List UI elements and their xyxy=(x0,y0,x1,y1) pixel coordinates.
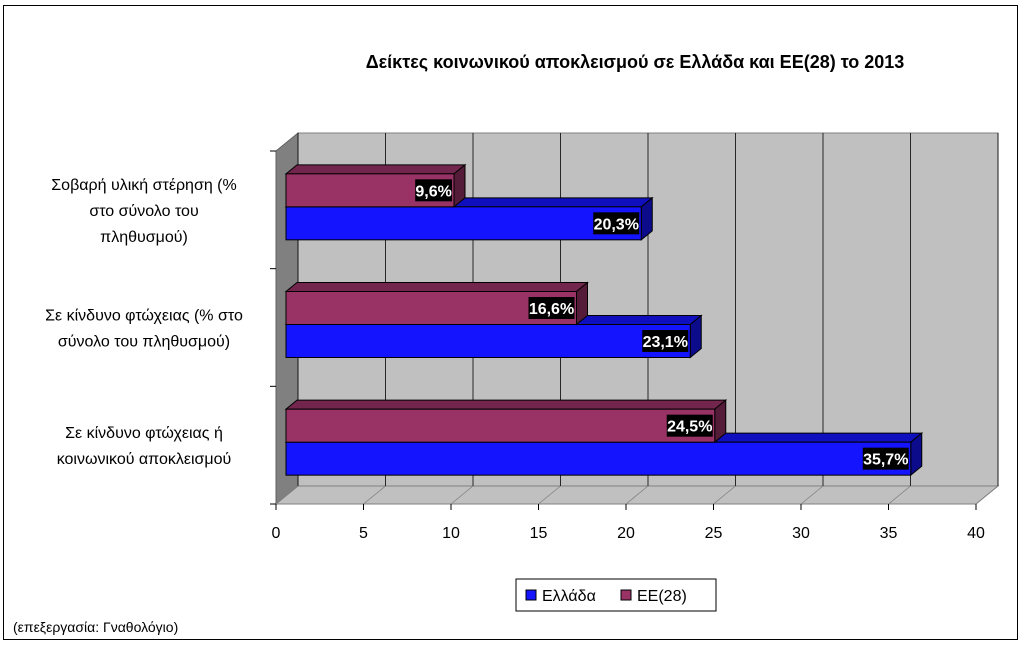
bar-front-face xyxy=(285,206,642,241)
data-label-bg xyxy=(666,414,713,437)
legend-box xyxy=(515,578,717,612)
bar-top-face xyxy=(284,399,728,410)
data-label-bg xyxy=(593,212,640,235)
floor-gridline xyxy=(975,485,999,505)
bar-eu28-2: 24,5% xyxy=(284,399,728,444)
bar-front-face xyxy=(285,291,577,325)
x-tick-label: 15 xyxy=(530,525,548,542)
data-label: 23,1% xyxy=(643,334,688,351)
bar-front-face xyxy=(285,441,912,476)
category-label: σύνολο του πληθυσμού) xyxy=(58,334,230,351)
data-label-bg xyxy=(415,179,452,202)
floor-gridline xyxy=(800,485,824,505)
bar-front-face xyxy=(285,324,691,358)
bar-front-face xyxy=(285,408,716,443)
category-label: πληθυσμού) xyxy=(100,229,188,246)
category-label: Σε κίνδυνο φτώχειας ή xyxy=(65,425,223,442)
bar-top-face xyxy=(284,282,589,292)
legend-label: Ελλάδα xyxy=(542,588,596,605)
chart-title: Δείκτες κοινωνικού αποκλεισμού σε Ελλάδα… xyxy=(366,52,905,72)
x-tick-label: 30 xyxy=(792,525,810,542)
floor-gridline xyxy=(450,485,474,505)
data-label-bg xyxy=(528,297,575,319)
floor-gridline xyxy=(275,485,299,505)
floor-gridline xyxy=(713,485,736,505)
bar-eu28-1: 16,6% xyxy=(284,281,589,326)
x-tick-label: 10 xyxy=(442,525,460,542)
bar-chart: Δείκτες κοινωνικού αποκλεισμού σε Ελλάδα… xyxy=(13,52,1000,635)
x-tick-label: 0 xyxy=(272,525,281,542)
legend-swatch xyxy=(525,589,537,601)
source-note: (επεξεργασία: Γναθολόγιο) xyxy=(13,619,178,635)
legend-label: ΕΕ(28) xyxy=(637,588,687,605)
bar-eu28-0: 9,6% xyxy=(284,163,467,208)
floor-gridline xyxy=(363,485,386,505)
category-label: Σε κίνδυνο φτώχειας (% στο xyxy=(45,308,243,325)
data-label: 9,6% xyxy=(415,183,451,200)
bar-top-face xyxy=(284,164,467,175)
legend-swatch xyxy=(620,589,632,601)
floor-gridline xyxy=(625,485,649,505)
data-label: 20,3% xyxy=(594,216,639,233)
floor-gridline xyxy=(888,485,911,505)
category-label: κοινωνικού αποκλεισμού xyxy=(57,451,232,468)
x-tick-label: 40 xyxy=(967,525,985,542)
x-tick-label: 25 xyxy=(705,525,723,542)
x-tick-label: 5 xyxy=(359,525,368,542)
data-label: 24,5% xyxy=(667,419,712,436)
chart-frame: Δείκτες κοινωνικού αποκλεισμού σε Ελλάδα… xyxy=(3,5,1018,640)
data-label-bg xyxy=(642,330,689,352)
x-tick-label: 35 xyxy=(880,525,898,542)
data-label-bg xyxy=(862,447,909,470)
category-label: Σοβαρή υλική στέρηση (% xyxy=(51,177,236,194)
data-label: 35,7% xyxy=(863,452,908,469)
data-label: 16,6% xyxy=(529,301,574,318)
x-tick-label: 20 xyxy=(617,525,635,542)
category-label: στο σύνολο του xyxy=(89,203,198,220)
floor-gridline xyxy=(538,485,561,505)
